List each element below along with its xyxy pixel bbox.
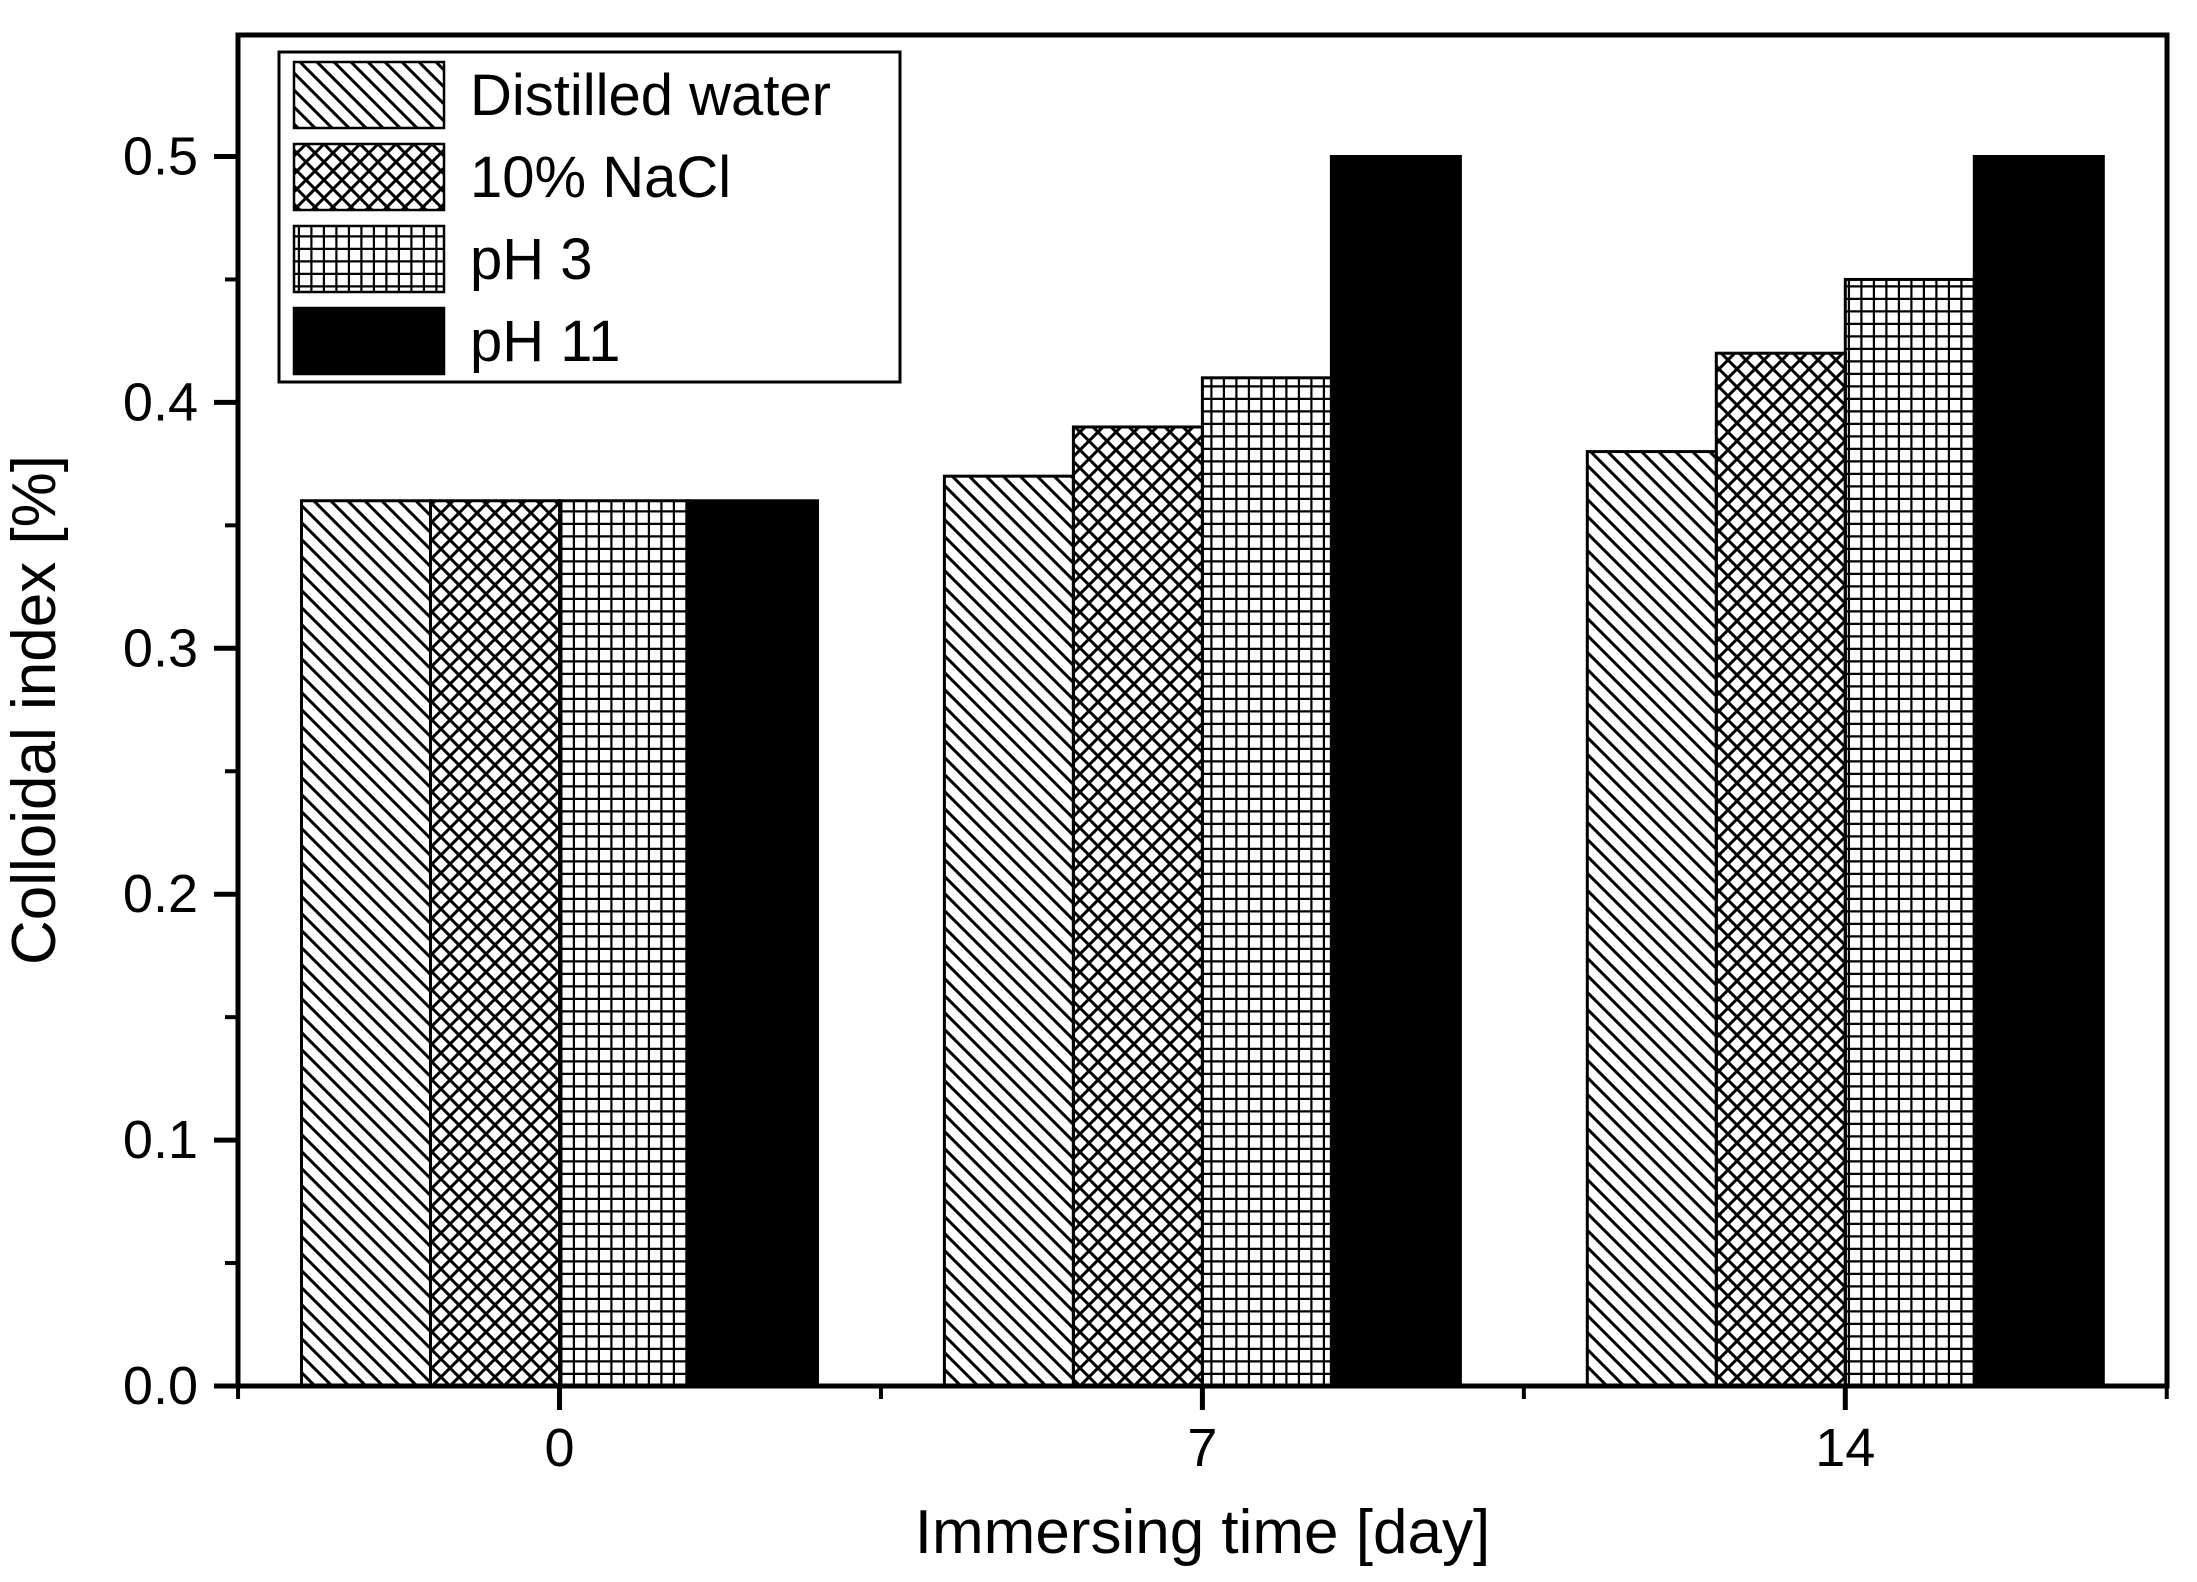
y-tick-label: 0.1	[123, 1110, 198, 1170]
bar-10-nacl-day-14	[1714, 351, 1847, 1388]
legend-label-10-nacl: 10% NaCl	[470, 145, 731, 210]
bar-10-nacl-day-0	[429, 499, 561, 1388]
y-tick-label: 0.2	[123, 864, 198, 924]
legend-swatch-ph-3	[292, 224, 446, 294]
bar-ph-11-day-0	[687, 499, 819, 1388]
legend-swatch-ph-11	[292, 306, 446, 376]
x-tick-label: 7	[1187, 1418, 1217, 1478]
legend-label-distilled-water: Distilled water	[470, 63, 831, 128]
legend-label-ph-3: pH 3	[470, 227, 593, 292]
x-tick-label: 14	[1815, 1418, 1875, 1478]
legend-label-ph-11: pH 11	[470, 309, 620, 374]
bar-ph-3-day-14	[1843, 277, 1976, 1388]
legend-swatch-10-nacl	[292, 142, 446, 212]
y-tick-label: 0.5	[123, 127, 198, 187]
legend-swatch-distilled-water	[292, 60, 446, 130]
bar-ph-11-day-7	[1329, 155, 1462, 1388]
x-axis-title: Immersing time [day]	[915, 1498, 1490, 1567]
bar-distilled-water-day-7	[942, 474, 1075, 1388]
bar-ph-3-day-7	[1200, 376, 1333, 1388]
y-tick-label: 0.0	[123, 1356, 198, 1416]
y-axis-title: Colloidal index [%]	[0, 455, 69, 965]
x-tick-label: 0	[544, 1418, 574, 1478]
bar-10-nacl-day-7	[1071, 425, 1204, 1388]
bar-distilled-water-day-0	[300, 499, 432, 1388]
bar-ph-11-day-14	[1972, 155, 2105, 1388]
y-tick-label: 0.4	[123, 372, 198, 432]
bar-distilled-water-day-14	[1585, 450, 1718, 1388]
y-tick-label: 0.3	[123, 618, 198, 678]
bar-ph-3-day-0	[558, 499, 690, 1388]
